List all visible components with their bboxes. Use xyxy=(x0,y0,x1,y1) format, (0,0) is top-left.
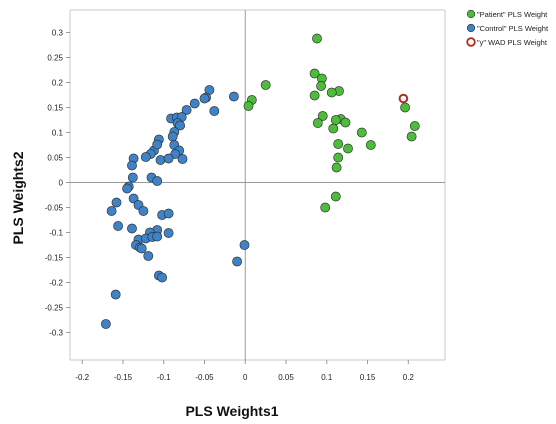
x-tick-label: 0.15 xyxy=(360,373,376,382)
y-tick-label: 0.3 xyxy=(52,29,64,38)
x-tick-label: 0 xyxy=(243,373,248,382)
x-axis-ticks: -0.2 -0.15 -0.1 -0.05 0 0.05 0.1 0.15 0.2 xyxy=(75,360,414,382)
patient-point xyxy=(343,143,353,154)
control-point xyxy=(157,272,167,283)
control-point xyxy=(181,105,192,115)
control-point xyxy=(143,251,154,261)
control-point xyxy=(152,176,163,186)
patient-point xyxy=(243,101,254,111)
legend-label: "y" WAD PLS Weight xyxy=(477,38,548,47)
control-point xyxy=(101,319,111,329)
x-tick-label: -0.1 xyxy=(157,373,171,382)
y-tick-label: -0.05 xyxy=(45,204,64,213)
y-tick-label: 0.05 xyxy=(47,154,63,163)
patient-point xyxy=(400,102,410,113)
x-tick-label: -0.2 xyxy=(75,373,89,382)
plot-frame xyxy=(69,9,446,361)
patient-point xyxy=(340,117,351,128)
y-tick-label: 0.15 xyxy=(47,104,63,113)
legend-marker xyxy=(466,37,476,47)
patient-point xyxy=(317,111,328,121)
patient-point xyxy=(316,81,326,91)
patient-point xyxy=(333,152,344,163)
patient-point xyxy=(406,131,417,142)
patient-point xyxy=(333,139,344,149)
y-tick-label: -0.25 xyxy=(45,304,64,313)
control-point xyxy=(138,206,149,216)
control-point xyxy=(136,243,147,254)
patient-point xyxy=(320,202,331,213)
x-tick-label: 0.1 xyxy=(321,373,333,382)
control-point xyxy=(122,183,132,194)
y-tick-label: -0.15 xyxy=(45,254,64,263)
patient-point xyxy=(365,140,376,150)
control-point xyxy=(177,154,188,164)
control-point xyxy=(152,231,163,242)
control-point xyxy=(163,153,174,164)
data-points xyxy=(101,33,420,329)
patient-point xyxy=(309,68,320,79)
patient-point xyxy=(312,118,323,128)
legend-marker xyxy=(466,23,476,33)
patient-point xyxy=(328,123,339,134)
wad-point xyxy=(398,93,409,104)
y-tick-label: -0.2 xyxy=(49,279,63,288)
control-point xyxy=(175,120,185,131)
control-point xyxy=(152,139,163,150)
patient-point xyxy=(312,33,322,44)
y-tick-label: -0.3 xyxy=(49,329,63,338)
control-point xyxy=(239,240,250,250)
control-point xyxy=(167,131,178,142)
x-tick-label: 0.05 xyxy=(278,373,294,382)
legend-marker xyxy=(466,9,476,19)
control-point xyxy=(127,223,137,234)
control-point xyxy=(127,160,137,171)
patient-point xyxy=(330,191,341,202)
patient-point xyxy=(409,121,420,131)
legend-label: "Patient" PLS Weight xyxy=(477,10,548,19)
y-tick-label: 0 xyxy=(59,179,64,188)
x-tick-label: 0.2 xyxy=(403,373,415,382)
patient-point xyxy=(260,80,271,90)
control-point xyxy=(127,172,138,183)
y-tick-label: -0.1 xyxy=(49,229,63,238)
control-point xyxy=(199,93,210,104)
x-axis-title: PLS Weights1 xyxy=(185,403,278,419)
control-point xyxy=(128,193,139,204)
y-axis-ticks: 0.3 0.25 0.2 0.15 0.1 0.05 0 -0.05 -0.1 -0.15 -0.2… xyxy=(45,29,70,338)
control-point xyxy=(228,91,239,102)
y-axis-title: PLS Weights2 xyxy=(10,151,26,244)
patient-point xyxy=(309,90,320,101)
patient-point xyxy=(330,115,341,125)
y-tick-label: 0.2 xyxy=(52,79,64,88)
patient-point xyxy=(326,87,337,98)
x-tick-label: -0.15 xyxy=(114,373,133,382)
control-point xyxy=(232,256,242,267)
control-point xyxy=(163,228,174,238)
reference-lines xyxy=(70,10,445,360)
control-point xyxy=(189,98,200,109)
legend: "Patient" PLS Weight "Control" PLS Weight… xyxy=(466,9,549,47)
control-point xyxy=(113,221,123,231)
y-tick-label: 0.1 xyxy=(52,129,64,138)
control-point xyxy=(110,289,121,300)
x-tick-label: -0.05 xyxy=(195,373,214,382)
legend-label: "Control" PLS Weight xyxy=(477,24,549,33)
patient-point xyxy=(356,127,367,138)
control-point xyxy=(106,206,117,216)
y-tick-label: 0.25 xyxy=(47,54,63,63)
patient-point xyxy=(331,162,342,173)
control-point xyxy=(163,208,174,219)
control-point xyxy=(140,152,151,162)
control-point xyxy=(155,155,166,165)
control-point xyxy=(111,197,122,208)
control-point xyxy=(209,106,220,116)
